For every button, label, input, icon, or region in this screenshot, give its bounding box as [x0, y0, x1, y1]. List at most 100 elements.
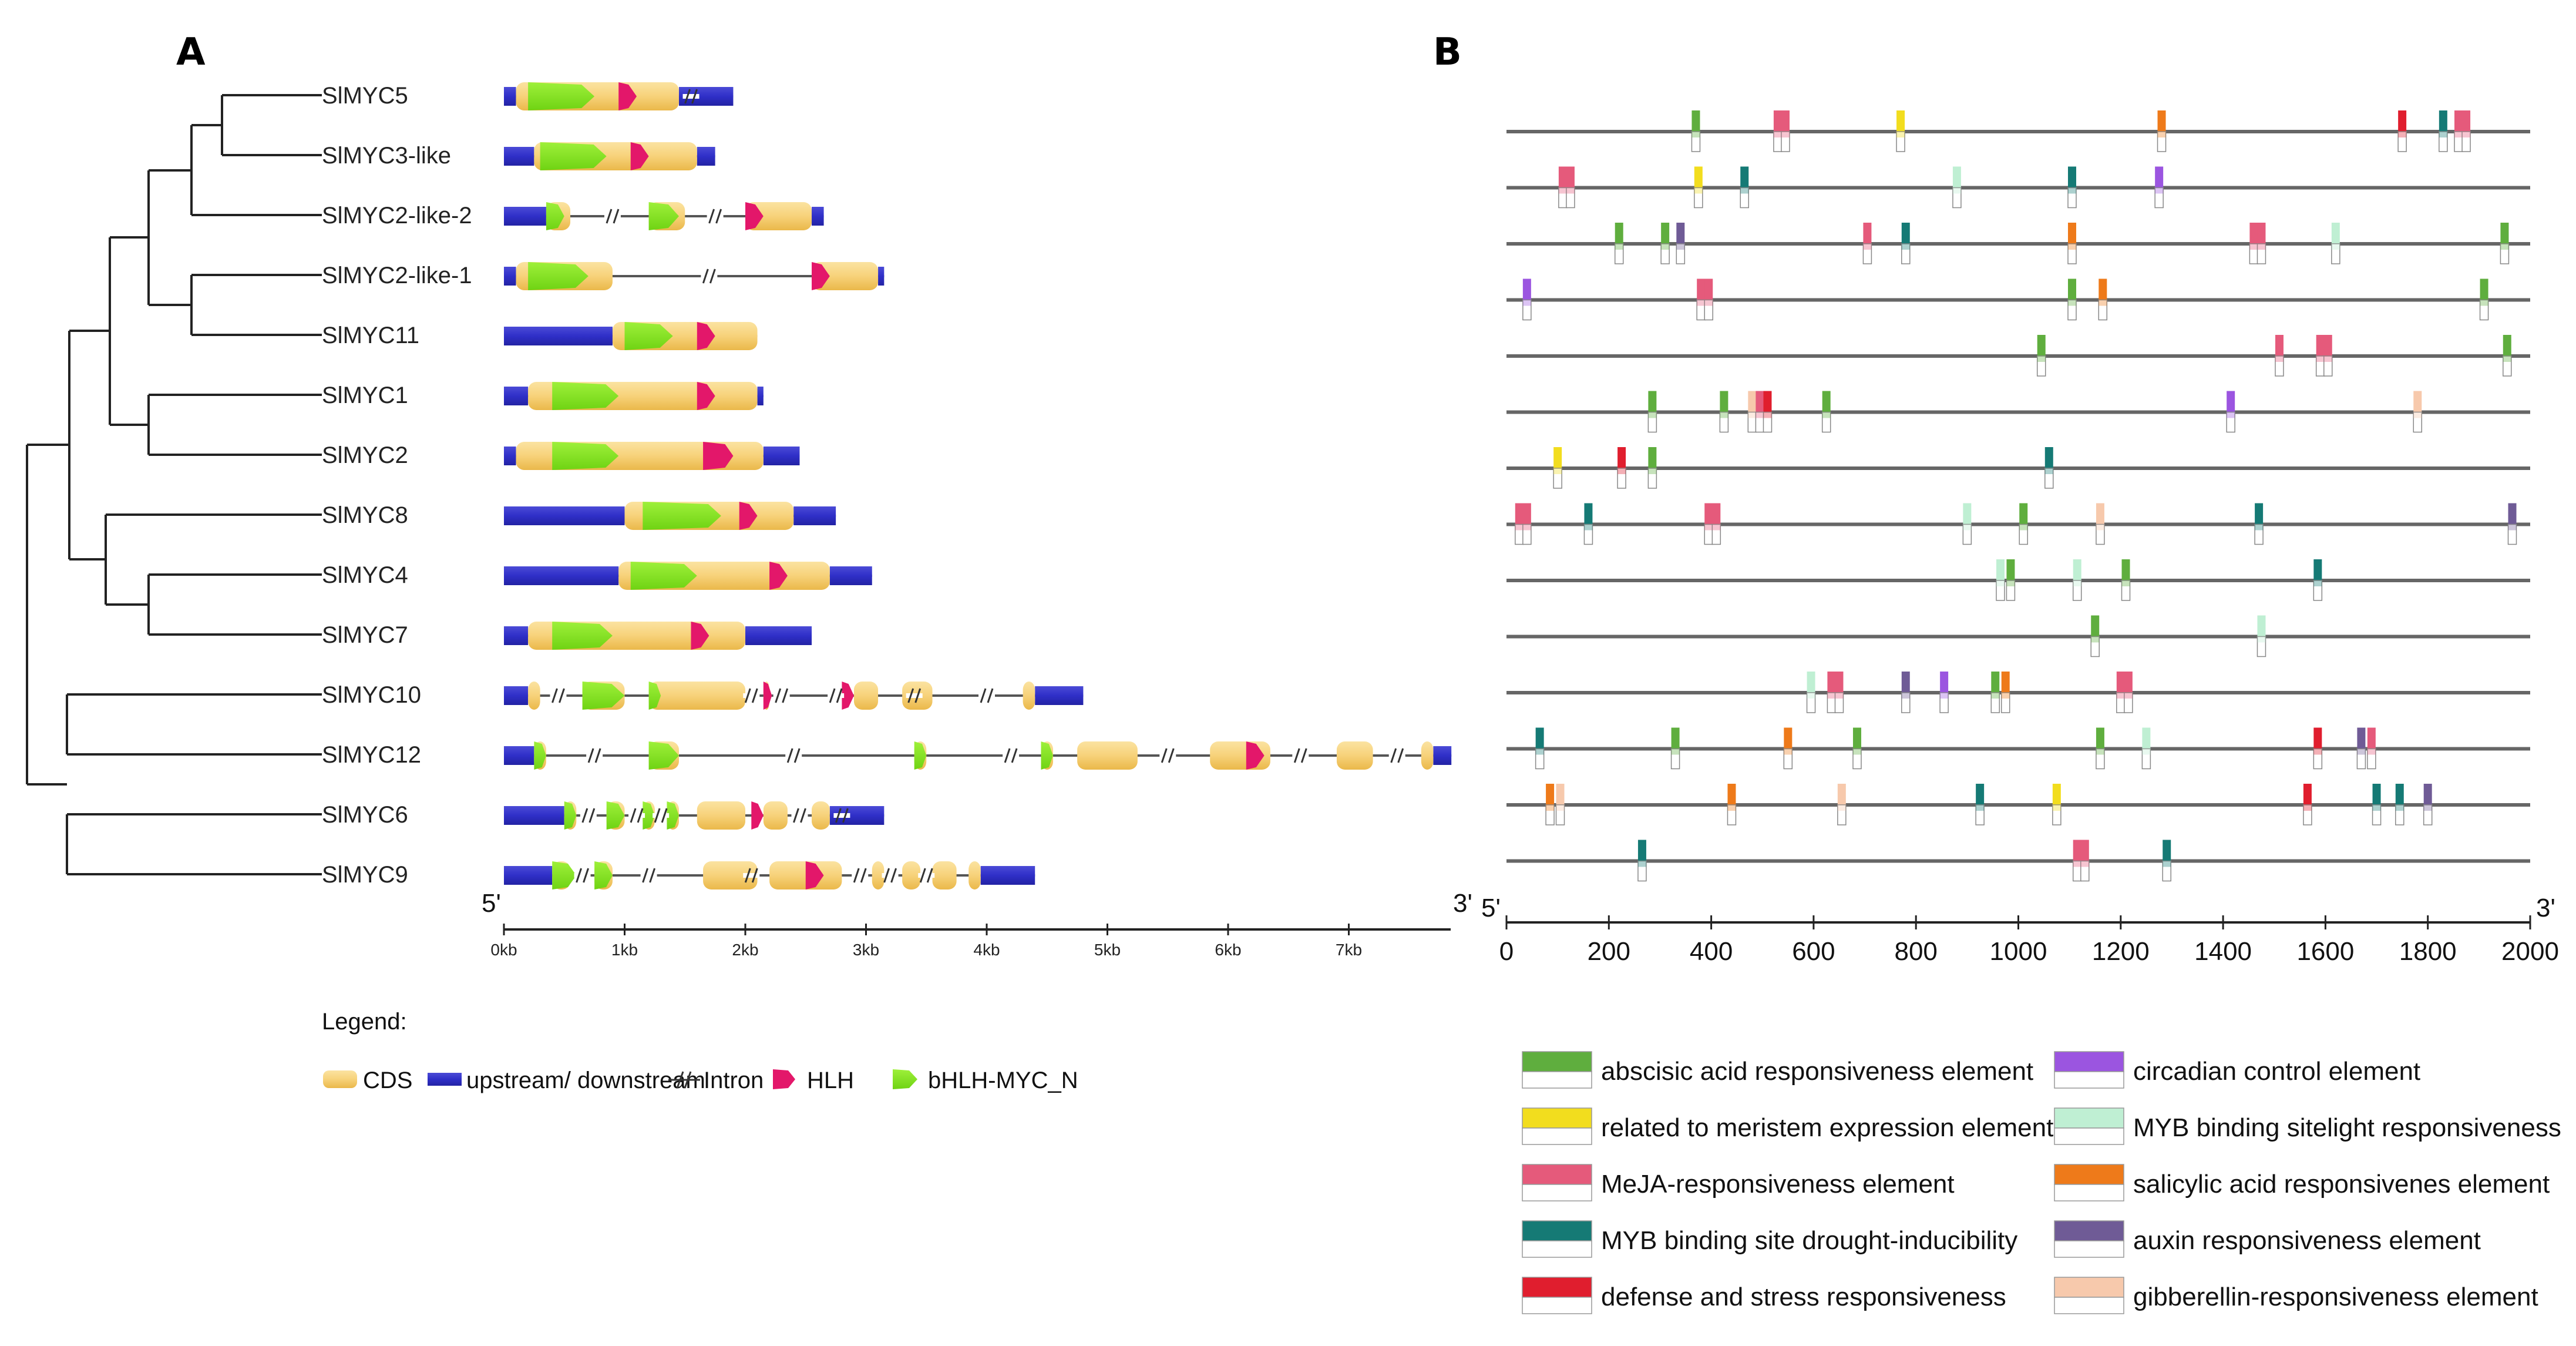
- axis-tick-label: 800: [1894, 937, 1937, 966]
- cds-segment: [853, 682, 879, 710]
- axis-tick-label: 1600: [2296, 937, 2354, 966]
- bhlh-myc-n-domain: [624, 322, 673, 350]
- cis-element-marker: [2096, 727, 2105, 770]
- legend-item: MYB binding site drought-inducibility: [1522, 1220, 2017, 1258]
- cds-segment: [697, 801, 745, 830]
- intron-break: [1388, 748, 1405, 763]
- cds-segment: [812, 801, 830, 830]
- bhlh-myc-n-domain: [667, 801, 679, 830]
- cis-element-marker: [1522, 278, 1532, 321]
- cis-element-marker: [2006, 559, 2016, 601]
- tree-branch: [147, 573, 322, 636]
- legend-swatch: [1522, 1220, 1592, 1241]
- upstream-region: [504, 147, 534, 166]
- downstream-region: [757, 387, 764, 405]
- promoter-row: [1506, 784, 2530, 825]
- intron-break: [580, 808, 597, 823]
- gene-structure-row: [504, 682, 1084, 710]
- tree-branch: [147, 394, 322, 456]
- legend-item: MYB binding sitelight responsiveness: [2054, 1107, 2561, 1145]
- cis-element-marker: [1763, 391, 1773, 433]
- upstream-region: [504, 746, 534, 765]
- bhlh-myc-n-domain: [552, 382, 619, 410]
- legend-swatch-base: [1522, 1297, 1592, 1314]
- gene-structure-row: [504, 382, 764, 410]
- tree-branch: [147, 169, 191, 306]
- upstream-region: [504, 686, 529, 705]
- hlh-domain: [751, 801, 764, 830]
- legend-label: gibberellin-responsiveness element: [2133, 1283, 2538, 1311]
- legend-swatch: [2054, 1051, 2124, 1072]
- promoter-row: [1506, 278, 2530, 321]
- cds-segment: [932, 861, 957, 889]
- bhlh-myc-n-domain: [643, 801, 655, 830]
- hlh-domain: [842, 682, 854, 710]
- cis-element-marker: [2157, 110, 2167, 152]
- gene-structure-row: [504, 202, 824, 230]
- cis-element-marker: [2315, 335, 2325, 377]
- tree-branch: [66, 693, 322, 756]
- intron-break: [707, 209, 724, 224]
- legend-label: MYB binding site drought-inducibility: [1601, 1226, 2017, 1255]
- downstream-region: [829, 566, 872, 585]
- bhlh-myc-n-domain: [564, 801, 577, 830]
- cis-element-marker: [2121, 559, 2131, 601]
- downstream-region: [812, 207, 824, 226]
- cis-element-marker: [2044, 447, 2054, 489]
- bhlh-myc-n-domain: [528, 82, 595, 110]
- cis-element-marker: [1704, 278, 1713, 321]
- legend-swatch: [1522, 1107, 1592, 1129]
- gene-label: SlMYC8: [322, 502, 408, 528]
- cis-element-marker: [1740, 166, 1749, 209]
- cis-element-marker: [1660, 223, 1670, 264]
- gene-label: SlMYC10: [322, 682, 421, 708]
- axis-tick-label: 3kb: [853, 941, 879, 959]
- promoter-row: [1506, 615, 2530, 657]
- cds-segment: [968, 861, 981, 889]
- legend-label: abscisic acid responsiveness element: [1601, 1057, 2033, 1086]
- axis-tick-label: 400: [1690, 937, 1733, 966]
- promoter-row: [1506, 110, 2530, 152]
- cis-element-legend: abscisic acid responsiveness element rela…: [1522, 1051, 2561, 1314]
- downstream-region: [793, 506, 836, 525]
- axis-tick-label: 5kb: [1094, 941, 1121, 959]
- cis-element-marker: [2303, 784, 2312, 825]
- cis-element-marker: [2098, 278, 2108, 321]
- tree-branch: [68, 330, 110, 560]
- cds-segment: [745, 202, 812, 230]
- gene-structure-axis: 5' 3' 0kb 1kb 2kb 3kb 4kb 5kb 6kb 7kb: [482, 889, 1472, 959]
- legend-item: abscisic acid responsiveness element: [1522, 1051, 2033, 1089]
- hlh-domain: [745, 202, 764, 230]
- cds-segment: [1421, 741, 1434, 770]
- cis-element-marker: [2254, 503, 2264, 545]
- legend-label: circadian control element: [2133, 1057, 2420, 1086]
- downstream-region: [1035, 686, 1084, 705]
- intron-break: [701, 268, 718, 284]
- cis-element-marker: [2356, 727, 2366, 770]
- hlh-domain: [763, 682, 772, 710]
- axis-tick-label: 4kb: [973, 941, 1000, 959]
- upstream-region: [504, 506, 625, 525]
- cis-element-marker: [2090, 615, 2100, 657]
- cds-swatch: [323, 1070, 357, 1088]
- cis-element-marker: [1515, 503, 1524, 545]
- legend-label: auxin responsiveness element: [2133, 1226, 2481, 1255]
- legend-item: defense and stress responsiveness: [1522, 1277, 2006, 1314]
- gene-label: SlMYC2-like-1: [322, 263, 472, 288]
- cis-element-marker: [1952, 166, 1962, 209]
- cis-element-marker: [1990, 672, 2000, 713]
- cis-element-marker: [2000, 672, 2010, 713]
- legend-swatch: [2054, 1164, 2124, 1185]
- cds-segment: [812, 262, 879, 290]
- intron-break: [852, 868, 869, 883]
- cis-element-marker: [2072, 559, 2082, 601]
- cds-segment: [1023, 682, 1035, 710]
- intron-break: [1292, 748, 1309, 763]
- downstream-region: [980, 866, 1035, 885]
- cis-element-marker: [1637, 840, 1647, 882]
- cis-element-marker: [1711, 503, 1721, 545]
- downstream-region: [878, 267, 885, 286]
- cis-element-marker: [1676, 223, 1686, 264]
- gene-structure-row: [504, 322, 758, 350]
- cis-element-marker: [1781, 110, 1790, 152]
